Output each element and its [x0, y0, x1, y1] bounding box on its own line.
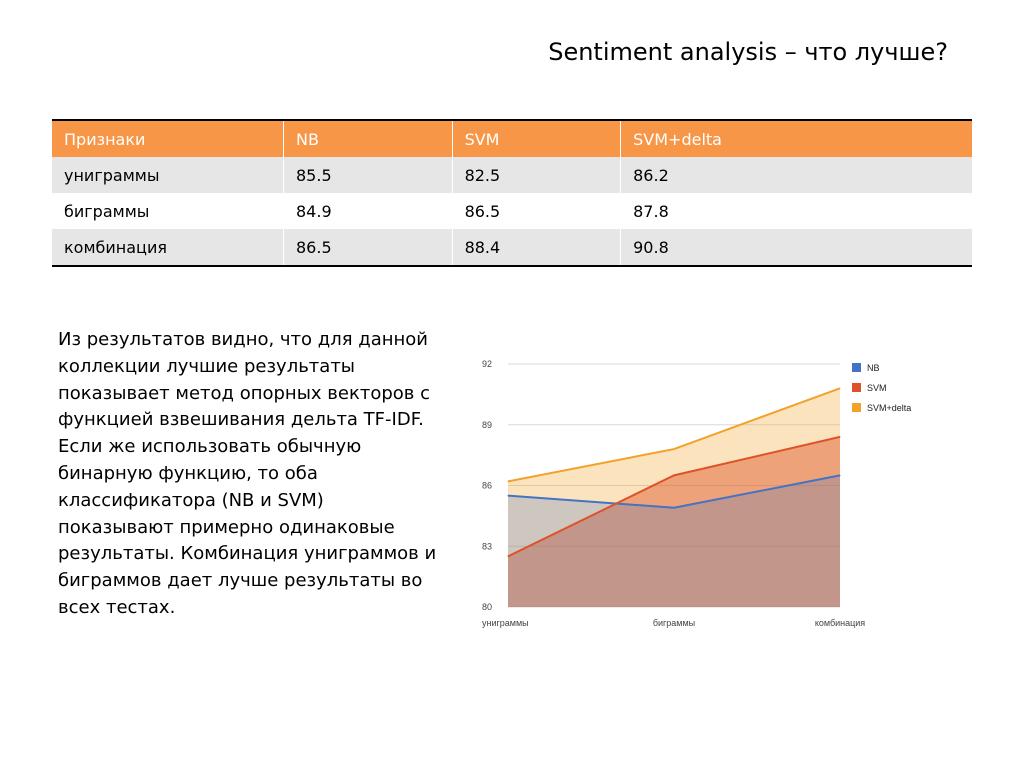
area-svm-delta [508, 388, 840, 607]
table-cell: униграммы [52, 157, 284, 193]
table-cell: биграммы [52, 193, 284, 229]
table-cell: 82.5 [452, 157, 622, 193]
legend-label: SVM+delta [867, 403, 911, 413]
data-point [673, 507, 675, 509]
data-point [839, 436, 841, 438]
table-cell: 85.5 [283, 157, 453, 193]
table-row: комбинация 86.5 88.4 90.8 [52, 229, 972, 267]
legend-swatch [852, 363, 861, 372]
y-tick-label: 83 [482, 541, 492, 551]
table-cell: 90.8 [620, 229, 972, 267]
header-cell: Признаки [52, 119, 284, 157]
slide-title: Sentiment analysis – что лучше? [548, 38, 948, 66]
x-tick-label: униграммы [482, 618, 529, 628]
results-table: Признаки NB SVM SVM+delta униграммы 85.5… [52, 119, 972, 267]
table-row: униграммы 85.5 82.5 86.2 [52, 157, 972, 193]
table-cell: 87.8 [620, 193, 972, 229]
y-tick-label: 86 [482, 481, 492, 491]
header-cell: NB [283, 119, 453, 157]
y-tick-label: 89 [482, 420, 492, 430]
header-cell: SVM+delta [620, 119, 972, 157]
data-point [839, 387, 841, 389]
area-chart: 80 83 86 89 92 униграммы биграммы комбинация NB S… [482, 359, 911, 628]
legend-label: NB [867, 363, 880, 373]
x-tick-label: комбинация [815, 618, 865, 628]
table-cell: 86.5 [452, 193, 622, 229]
data-point [673, 474, 675, 476]
header-cell: SVM [452, 119, 622, 157]
area-nb [508, 475, 840, 607]
table-cell: 86.5 [283, 229, 453, 267]
data-point [839, 474, 841, 476]
legend-label: SVM [867, 383, 887, 393]
table-header-row: Признаки NB SVM SVM+delta [52, 119, 972, 157]
area-svm [508, 436, 840, 607]
table-cell: 84.9 [283, 193, 453, 229]
y-tick-label: 92 [482, 359, 492, 369]
data-point [673, 448, 675, 450]
data-point [507, 555, 509, 557]
table-cell: комбинация [52, 229, 284, 267]
legend-swatch [852, 403, 861, 412]
y-tick-label: 80 [482, 602, 492, 612]
x-tick-label: биграммы [653, 618, 695, 628]
table-row: биграммы 84.9 86.5 87.8 [52, 193, 972, 229]
description-text: Из результатов видно, что для данной кол… [58, 329, 437, 618]
data-point [507, 480, 509, 482]
legend-swatch [852, 383, 861, 392]
data-point [507, 495, 509, 497]
table-cell: 86.2 [620, 157, 972, 193]
table-cell: 88.4 [452, 229, 622, 267]
